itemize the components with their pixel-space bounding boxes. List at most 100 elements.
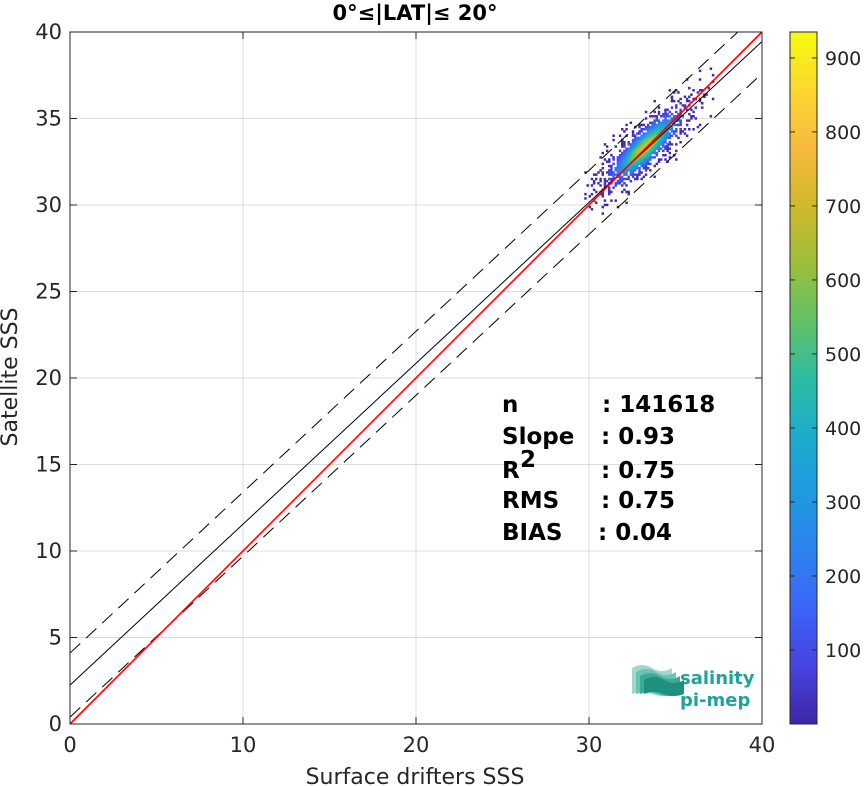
density-cell xyxy=(644,117,648,120)
stats-value: : 0.75 xyxy=(601,488,675,514)
density-cell xyxy=(653,143,656,146)
density-cell xyxy=(625,184,628,187)
density-cell xyxy=(603,177,607,181)
y-tick-label: 0 xyxy=(49,712,62,736)
density-cell xyxy=(616,171,620,174)
density-cell xyxy=(623,151,626,155)
density-cell xyxy=(625,158,628,161)
density-cell xyxy=(601,173,605,176)
density-cell xyxy=(703,95,706,99)
colorbar-tick-label: 300 xyxy=(825,492,861,514)
logo-line2: pi-mep xyxy=(680,690,750,711)
density-cell xyxy=(642,138,646,142)
density-cell xyxy=(638,145,641,148)
density-cell xyxy=(631,175,635,179)
density-cell xyxy=(662,115,665,118)
density-cell xyxy=(590,184,594,187)
density-cell xyxy=(631,130,635,133)
density-cell xyxy=(664,145,667,148)
density-cell xyxy=(627,158,630,161)
density-cell xyxy=(629,149,633,153)
density-cell xyxy=(651,156,654,159)
density-cell xyxy=(662,140,665,144)
density-cell xyxy=(625,153,628,157)
density-cell xyxy=(662,119,665,122)
colorbar-tick-label: 400 xyxy=(825,418,861,440)
density-cell xyxy=(621,156,624,159)
density-cell xyxy=(610,190,613,194)
density-cell xyxy=(584,192,587,196)
colorbar-tick-label: 500 xyxy=(825,344,861,366)
y-tick-label: 5 xyxy=(49,626,62,650)
density-cell xyxy=(629,179,633,183)
density-cell xyxy=(640,177,643,181)
density-cell xyxy=(640,160,643,163)
density-cell xyxy=(662,134,665,137)
density-cell xyxy=(601,195,605,198)
density-cell xyxy=(623,153,626,157)
density-cell xyxy=(638,169,641,172)
density-cell xyxy=(631,147,635,150)
density-cell xyxy=(621,166,624,170)
density-cell xyxy=(625,177,628,181)
density-cell xyxy=(677,99,680,103)
stats-value: : 0.93 xyxy=(601,424,675,450)
density-cell xyxy=(668,151,672,155)
density-cell xyxy=(612,156,615,159)
x-tick-label: 40 xyxy=(749,733,776,757)
density-cell xyxy=(711,97,715,101)
density-cell xyxy=(599,184,602,187)
y-tick-label: 30 xyxy=(35,193,62,217)
density-cell xyxy=(659,147,663,150)
density-cell xyxy=(642,134,646,137)
density-cell xyxy=(679,97,682,101)
density-cell xyxy=(640,158,643,161)
density-cell xyxy=(701,89,704,92)
density-cell xyxy=(618,166,622,170)
density-cell xyxy=(621,175,624,179)
density-cell xyxy=(688,99,691,103)
density-cell xyxy=(638,160,641,163)
density-cell xyxy=(636,177,639,181)
density-cell xyxy=(653,128,656,131)
density-cell xyxy=(636,149,639,153)
density-cell xyxy=(646,149,650,153)
density-cell xyxy=(608,173,611,176)
density-cell xyxy=(646,143,650,146)
density-cell xyxy=(618,171,622,174)
density-cell xyxy=(644,160,648,163)
density-cell xyxy=(621,158,624,161)
density-cell xyxy=(659,140,663,144)
density-cell xyxy=(625,128,628,131)
density-cell xyxy=(595,177,598,181)
density-cell xyxy=(608,158,611,161)
density-cell xyxy=(694,106,697,109)
density-cell xyxy=(629,145,633,148)
density-cell xyxy=(636,140,639,144)
density-cell xyxy=(657,145,661,148)
density-cell xyxy=(633,140,637,144)
density-cell xyxy=(659,125,663,129)
logo-wave-icon xyxy=(644,677,684,696)
density-cell xyxy=(690,108,693,112)
density-cell xyxy=(603,158,607,161)
density-cell xyxy=(651,125,654,129)
density-cell xyxy=(625,147,628,150)
density-cell xyxy=(629,169,633,172)
density-cell xyxy=(651,143,654,146)
density-cell xyxy=(655,115,659,118)
density-cell xyxy=(683,106,687,109)
density-cell xyxy=(584,171,587,174)
density-cell xyxy=(636,160,639,163)
density-cell xyxy=(601,151,605,155)
density-cell xyxy=(664,125,667,129)
one-to-one-line xyxy=(69,31,763,725)
density-cell xyxy=(651,134,654,137)
density-cell xyxy=(627,166,630,170)
density-cell xyxy=(707,86,710,90)
density-cell xyxy=(675,143,678,146)
density-cell xyxy=(655,147,659,150)
density-cell xyxy=(646,153,650,157)
density-cell xyxy=(595,190,598,194)
density-cells xyxy=(584,67,715,215)
